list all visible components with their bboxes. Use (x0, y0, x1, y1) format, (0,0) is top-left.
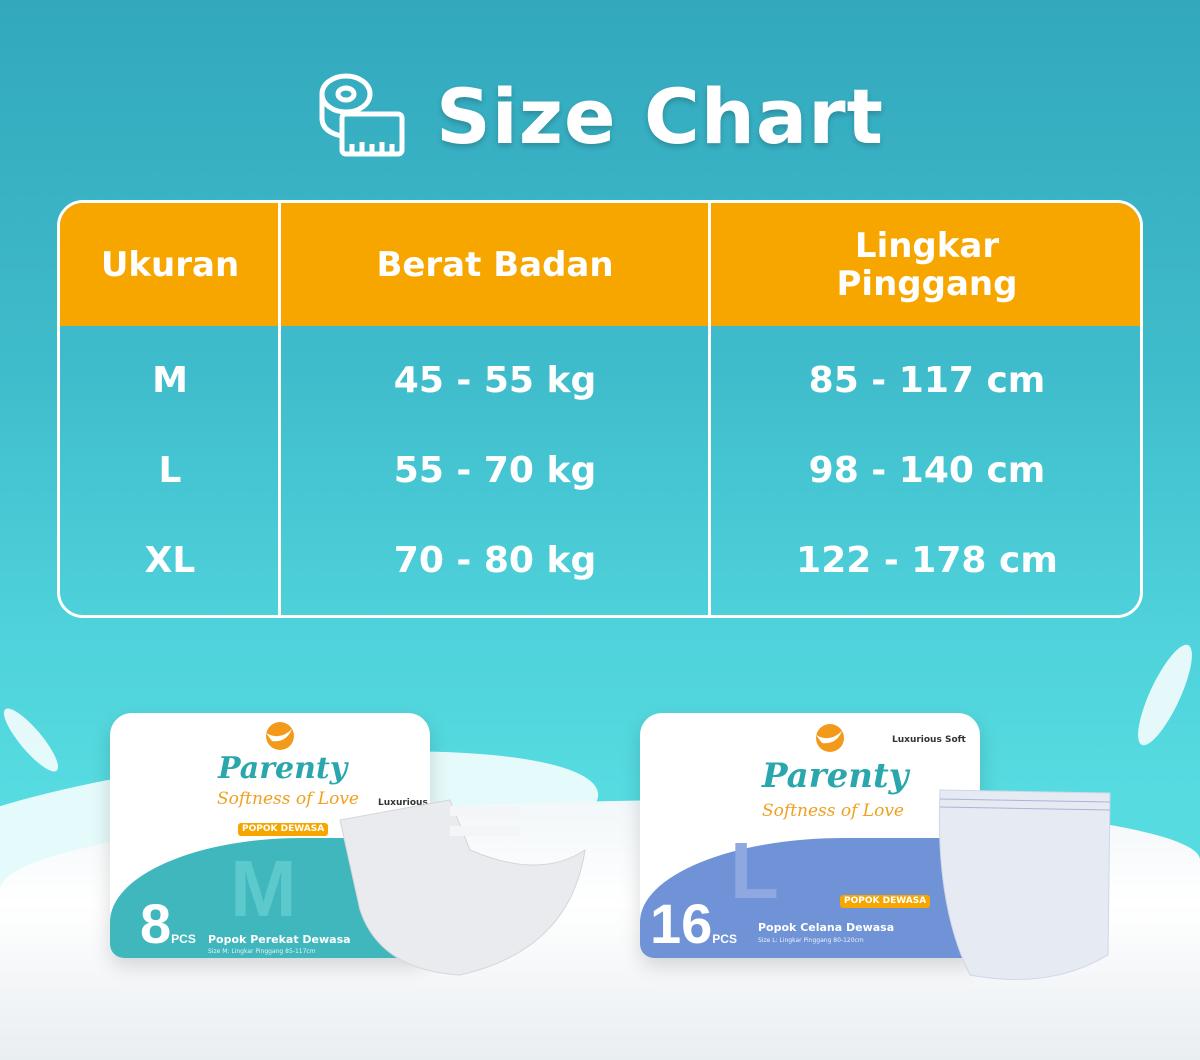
size-letter: M (230, 844, 297, 933)
pants-diaper-image (938, 789, 1111, 980)
feather-decoration (0, 702, 66, 778)
table-header (60, 203, 1140, 326)
product-type: Popok Perekat Dewasa (208, 933, 351, 946)
page-title: Size Chart (435, 71, 884, 161)
brand-name: Parenty (762, 756, 909, 796)
column-divider (278, 203, 281, 615)
waist-cell: 122 - 178 cm (796, 539, 1058, 581)
header-lingkar-pinggang: Lingkar Pinggang (836, 225, 1018, 304)
feature-label: Luxurious Soft (892, 735, 966, 745)
product-subtitle: Size M: Lingkar Pinggang 85-117cm (208, 948, 316, 955)
diaper-image (339, 799, 586, 976)
header-ukuran: Ukuran (100, 244, 240, 285)
product-badge: POPOK DEWASA (840, 895, 931, 908)
count-value: 8 (140, 892, 172, 955)
waist-cell: 85 - 117 cm (808, 359, 1046, 401)
weight-cell: 70 - 80 kg (393, 539, 597, 581)
brand-name: Parenty (218, 751, 348, 786)
size-cell: M (152, 359, 188, 401)
size-table: Ukuran Berat Badan Lingkar Pinggang M 45… (57, 200, 1143, 618)
measuring-tape-icon (319, 73, 405, 157)
header-berat-badan: Berat Badan (376, 244, 614, 285)
count-unit: PCS (712, 932, 737, 946)
size-cell: XL (144, 539, 196, 581)
header: Size Chart (0, 70, 1200, 162)
brand-tagline: Softness of Love (762, 801, 904, 821)
feature-label: Luxurious Soft (378, 798, 430, 808)
column-divider (708, 203, 711, 615)
brand-tagline: Softness of Love (217, 789, 359, 809)
product-type: Popok Celana Dewasa (758, 921, 895, 934)
weight-cell: 45 - 55 kg (393, 359, 597, 401)
waist-cell: 98 - 140 cm (808, 449, 1046, 491)
product-subtitle: Size L: Lingkar Pinggang 80-120cm (758, 937, 864, 944)
feather-decoration (1128, 638, 1200, 752)
product-pack-l: Parenty Softness of Love POPOK DEWASA Lu… (640, 713, 980, 958)
pack-count: 8PCS (140, 896, 196, 952)
count-unit: PCS (171, 932, 196, 946)
size-letter: L (730, 826, 779, 915)
bird-logo-icon (816, 724, 844, 752)
pack-count: 16PCS (650, 896, 737, 952)
product-badge: POPOK DEWASA (238, 823, 329, 836)
count-value: 16 (650, 892, 713, 955)
size-cell: L (158, 449, 182, 491)
weight-cell: 55 - 70 kg (393, 449, 597, 491)
bird-logo-icon (266, 722, 294, 750)
